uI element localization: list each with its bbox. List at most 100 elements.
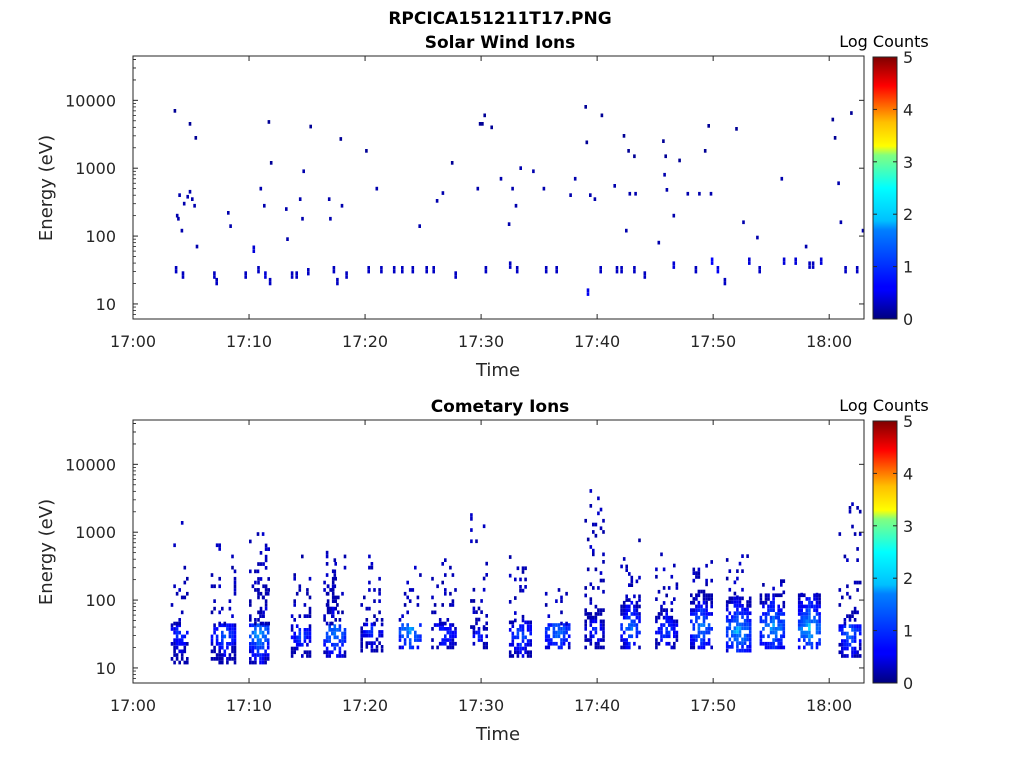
heatmap-cell <box>746 626 749 631</box>
heatmap-cell <box>251 660 255 665</box>
heatmap-cell <box>173 645 176 650</box>
heatmap-cell <box>221 657 224 661</box>
heatmap-cell <box>257 266 260 270</box>
heatmap-cell <box>780 579 783 583</box>
heatmap-cell <box>625 638 628 642</box>
heatmap-cell <box>756 235 759 240</box>
heatmap-cell <box>655 630 658 635</box>
heatmap-cell <box>213 599 216 603</box>
heatmap-cell <box>767 593 770 598</box>
heatmap-cell <box>499 176 503 181</box>
heatmap-cell <box>547 645 551 650</box>
heatmap-cell <box>323 618 326 622</box>
heatmap-cell <box>436 645 439 650</box>
heatmap-cell <box>844 266 847 270</box>
heatmap-cell <box>594 567 598 572</box>
heatmap-cell <box>620 269 623 274</box>
heatmap-cell <box>308 635 312 640</box>
heatmap-cell <box>266 627 270 631</box>
heatmap-cell <box>797 638 801 642</box>
heatmap-cell <box>226 657 229 661</box>
heatmap-cell <box>838 603 842 607</box>
heatmap-cell <box>365 641 369 645</box>
heatmap-cell <box>589 545 593 549</box>
heatmap-cell <box>267 120 271 124</box>
heatmap-cell <box>373 614 376 618</box>
heatmap-cell <box>794 261 797 265</box>
heatmap-cell <box>301 554 304 559</box>
heatmap-cell <box>295 646 299 651</box>
heatmap-cell <box>251 584 255 589</box>
heatmap-cell <box>782 261 786 265</box>
heatmap-cell <box>181 271 185 275</box>
heatmap-cell <box>599 571 603 575</box>
heatmap-cell <box>628 634 631 639</box>
heatmap-cell <box>762 634 765 639</box>
heatmap-cell <box>655 619 658 624</box>
heatmap-cell <box>266 642 270 646</box>
heatmap-cell <box>521 628 525 632</box>
heatmap-cell <box>780 641 783 646</box>
heatmap-cell <box>692 612 696 616</box>
heatmap-cell <box>702 597 706 601</box>
heatmap-cell <box>692 600 696 605</box>
heatmap-cell <box>485 645 488 650</box>
heatmap-cell <box>333 646 337 651</box>
heatmap-cell <box>329 610 332 615</box>
heatmap-cell <box>746 554 749 558</box>
heatmap-cell <box>170 642 174 646</box>
heatmap-cell <box>557 634 561 639</box>
heatmap-cell <box>615 266 619 270</box>
heatmap-cell <box>302 169 305 174</box>
heatmap-cell <box>851 624 854 628</box>
heatmap-cell <box>856 588 859 592</box>
heatmap-cell <box>251 638 255 642</box>
heatmap-cell <box>228 606 232 611</box>
heatmap-cell <box>331 610 335 615</box>
heatmap-cell <box>694 266 698 270</box>
heatmap-cell <box>262 584 265 589</box>
heatmap-cell <box>690 641 693 646</box>
heatmap-cell <box>777 608 780 612</box>
heatmap-cell <box>743 622 747 627</box>
heatmap-cell <box>855 269 859 274</box>
heatmap-cell <box>334 562 337 566</box>
heatmap-cell <box>602 634 605 639</box>
heatmap-cell <box>378 576 381 581</box>
heatmap-cell <box>441 641 444 646</box>
heatmap-cell <box>670 627 674 631</box>
heatmap-cell <box>338 654 342 658</box>
heatmap-cell <box>695 604 698 609</box>
heatmap-cell <box>259 606 263 611</box>
heatmap-cell <box>805 634 809 639</box>
heatmap-cell <box>256 645 260 650</box>
y-tick-label: 10 <box>96 295 116 314</box>
heatmap-cell <box>837 181 840 186</box>
heatmap-cell <box>858 628 862 632</box>
heatmap-cell <box>772 623 775 627</box>
heatmap-cell <box>772 627 775 631</box>
heatmap-cell <box>233 645 237 650</box>
heatmap-cell <box>403 591 407 596</box>
heatmap-cell <box>630 575 634 580</box>
heatmap-cell <box>329 216 332 221</box>
heatmap-cell <box>259 642 262 646</box>
heatmap-cell <box>838 642 842 647</box>
heatmap-cell <box>602 645 605 650</box>
heatmap-cell <box>777 645 780 650</box>
heatmap-cell <box>515 266 519 270</box>
heatmap-cell <box>252 245 256 250</box>
heatmap-cell <box>293 635 296 640</box>
heatmap-cell <box>378 599 381 603</box>
heatmap-cell <box>403 641 407 646</box>
heatmap-cell <box>635 627 639 631</box>
heatmap-cell <box>454 271 457 275</box>
heatmap-cell <box>406 627 409 631</box>
heatmap-cell <box>622 557 626 561</box>
heatmap-cell <box>738 611 742 616</box>
heatmap-cell <box>378 641 381 645</box>
heatmap-cell <box>343 631 347 636</box>
x-tick-label: 18:00 <box>806 696 852 715</box>
heatmap-cell <box>810 604 814 609</box>
